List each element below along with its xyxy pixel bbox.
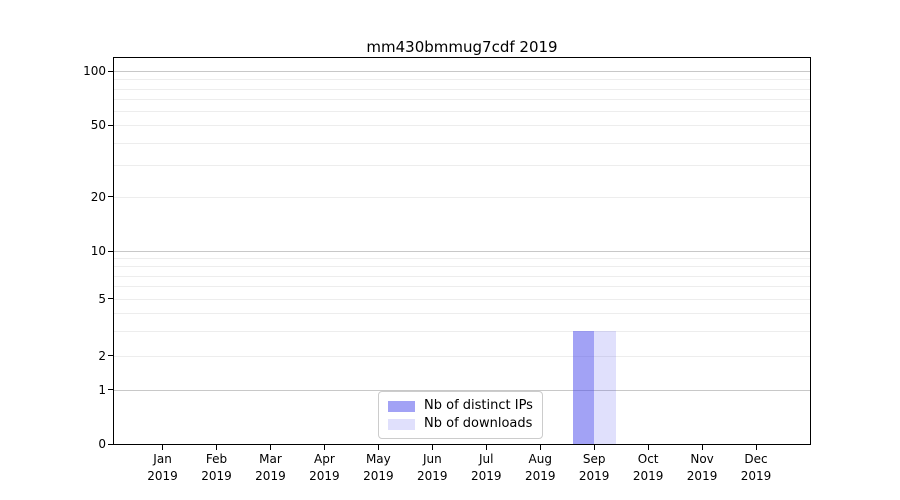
y-tick-label: 50 (90, 118, 106, 133)
x-tick-mark (323, 445, 325, 450)
y-tick-mark (108, 389, 114, 391)
x-tick-label: Jan 2019 (147, 452, 178, 483)
y-tick-mark (108, 124, 114, 126)
x-tick-label: Jun 2019 (417, 452, 448, 483)
x-tick-label: Dec 2019 (740, 452, 772, 483)
y-tick-label: 2 (98, 348, 106, 363)
gridline-major (114, 389, 810, 391)
gridline-major (114, 71, 810, 73)
gridline-minor (114, 298, 810, 300)
x-tick-label: Feb 2019 (201, 452, 232, 483)
legend-swatch-downloads (388, 418, 415, 430)
gridline-minor (114, 355, 810, 357)
y-tick-label: 100 (83, 64, 106, 79)
x-tick-label: Jul 2019 (470, 452, 502, 483)
gridline-minor (114, 196, 810, 198)
x-tick-label: Mar 2019 (255, 452, 286, 483)
legend-item-distinct-ips: Nb of distinct IPs (388, 397, 533, 415)
y-tick-label: 5 (98, 291, 106, 306)
chart-title: mm430bmmug7cdf 2019 (366, 38, 558, 56)
y-tick-mark (108, 298, 114, 300)
x-tick-mark (701, 445, 703, 450)
y-tick-mark (108, 443, 114, 445)
x-tick-mark (162, 445, 164, 450)
y-tick-label: 20 (90, 189, 106, 204)
gridline-minor (114, 98, 810, 100)
gridline-minor (114, 79, 810, 81)
y-tick-mark (108, 355, 114, 357)
y-tick-mark (108, 250, 114, 252)
gridline-minor (114, 142, 810, 144)
y-tick-label: 10 (90, 244, 106, 258)
gridline-minor (114, 286, 810, 288)
y-tick-label: 0 (98, 437, 106, 451)
x-tick-label: Oct 2019 (632, 452, 664, 483)
x-tick-mark (377, 445, 379, 450)
x-tick-label: Apr 2019 (309, 452, 340, 483)
x-tick-label: Aug 2019 (524, 452, 556, 483)
gridline-minor (114, 165, 810, 167)
x-tick-mark (593, 445, 595, 450)
bar-downloads (594, 330, 616, 444)
x-tick-label: Sep 2019 (578, 452, 610, 483)
x-tick-mark (647, 445, 649, 450)
gridline-minor (114, 258, 810, 260)
gridline-minor (114, 88, 810, 90)
x-tick-mark (269, 445, 271, 450)
legend-item-downloads: Nb of downloads (388, 415, 533, 433)
gridline-minor (114, 312, 810, 314)
gridline-minor (114, 275, 810, 277)
x-tick-mark (755, 445, 757, 450)
x-tick-label: May 2019 (363, 452, 394, 483)
legend: Nb of distinct IPs Nb of downloads (378, 391, 543, 439)
y-tick-mark (108, 196, 114, 198)
gridline-minor (114, 110, 810, 112)
legend-label-distinct-ips: Nb of distinct IPs (424, 398, 533, 413)
x-tick-mark (431, 445, 433, 450)
gridline-major (114, 251, 810, 252)
y-tick-label: 1 (98, 382, 106, 397)
gridline-minor (114, 125, 810, 127)
x-tick-mark (539, 445, 541, 450)
legend-swatch-distinct-ips (388, 400, 415, 412)
gridline-minor (114, 266, 810, 268)
x-tick-label: Nov 2019 (686, 452, 718, 483)
plot-area: Nb of distinct IPs Nb of downloads (113, 57, 811, 445)
legend-label-downloads: Nb of downloads (424, 416, 533, 431)
x-tick-mark (485, 445, 487, 450)
y-tick-mark (108, 70, 114, 72)
gridline-minor (114, 330, 810, 332)
x-tick-mark (216, 445, 217, 450)
bar-distinct-ips (572, 330, 595, 444)
